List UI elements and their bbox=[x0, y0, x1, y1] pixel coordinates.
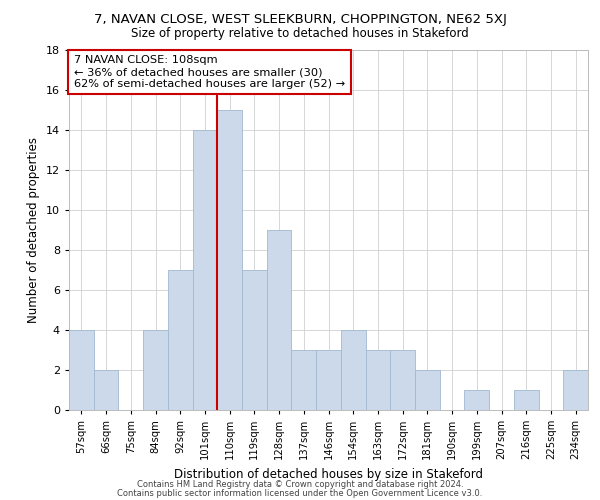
Bar bbox=[168, 270, 193, 410]
Bar bbox=[94, 370, 118, 410]
Bar bbox=[365, 350, 390, 410]
Y-axis label: Number of detached properties: Number of detached properties bbox=[27, 137, 40, 323]
Text: Contains HM Land Registry data © Crown copyright and database right 2024.: Contains HM Land Registry data © Crown c… bbox=[137, 480, 463, 489]
Bar bbox=[341, 330, 365, 410]
Bar bbox=[267, 230, 292, 410]
Bar bbox=[563, 370, 588, 410]
Bar bbox=[292, 350, 316, 410]
Text: Size of property relative to detached houses in Stakeford: Size of property relative to detached ho… bbox=[131, 28, 469, 40]
Bar bbox=[217, 110, 242, 410]
Bar bbox=[143, 330, 168, 410]
Bar bbox=[464, 390, 489, 410]
Bar bbox=[415, 370, 440, 410]
Bar bbox=[193, 130, 217, 410]
Bar bbox=[514, 390, 539, 410]
Bar bbox=[242, 270, 267, 410]
Bar bbox=[69, 330, 94, 410]
Text: 7, NAVAN CLOSE, WEST SLEEKBURN, CHOPPINGTON, NE62 5XJ: 7, NAVAN CLOSE, WEST SLEEKBURN, CHOPPING… bbox=[94, 12, 506, 26]
X-axis label: Distribution of detached houses by size in Stakeford: Distribution of detached houses by size … bbox=[174, 468, 483, 480]
Bar bbox=[390, 350, 415, 410]
Bar bbox=[316, 350, 341, 410]
Text: 7 NAVAN CLOSE: 108sqm
← 36% of detached houses are smaller (30)
62% of semi-deta: 7 NAVAN CLOSE: 108sqm ← 36% of detached … bbox=[74, 56, 346, 88]
Text: Contains public sector information licensed under the Open Government Licence v3: Contains public sector information licen… bbox=[118, 488, 482, 498]
